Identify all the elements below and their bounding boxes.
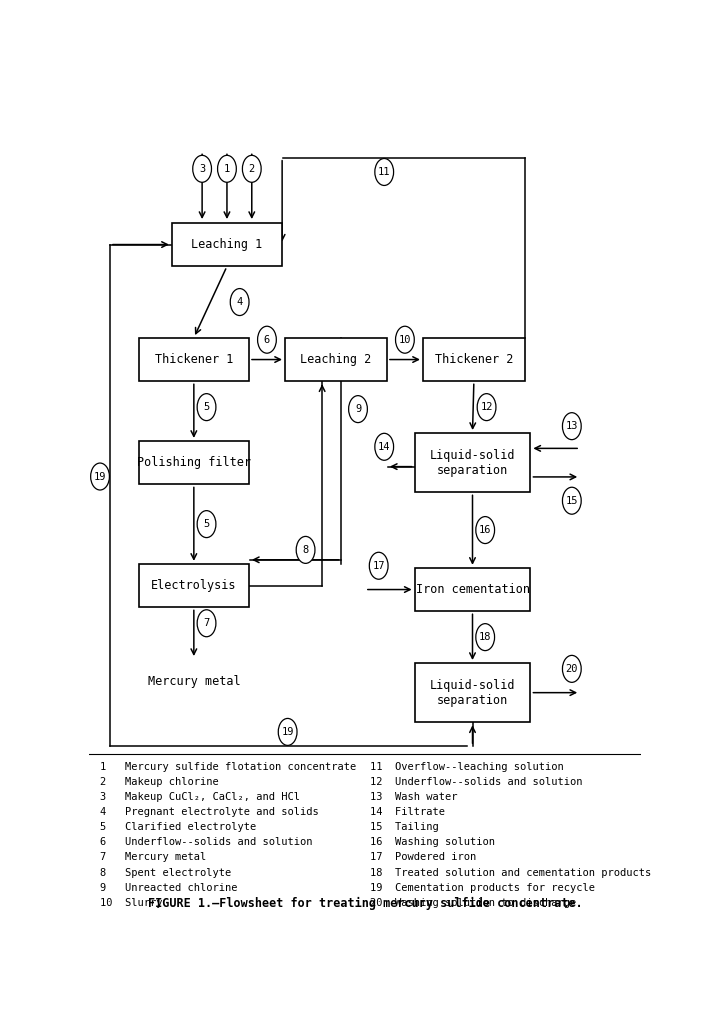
Text: 6: 6 xyxy=(264,335,270,345)
Text: 13: 13 xyxy=(565,421,578,432)
Text: Liquid-solid
separation: Liquid-solid separation xyxy=(430,679,515,707)
Text: 3: 3 xyxy=(199,164,205,174)
Text: 12: 12 xyxy=(481,402,493,412)
Circle shape xyxy=(562,655,581,682)
Text: Leaching 1: Leaching 1 xyxy=(192,238,263,251)
Text: 16: 16 xyxy=(479,525,491,535)
Text: 7: 7 xyxy=(204,618,209,628)
Circle shape xyxy=(230,288,249,315)
Circle shape xyxy=(218,156,236,182)
Circle shape xyxy=(375,159,394,185)
FancyBboxPatch shape xyxy=(414,433,530,492)
Text: 8   Spent electrolyte: 8 Spent electrolyte xyxy=(100,867,231,878)
FancyBboxPatch shape xyxy=(172,222,282,267)
Text: 5: 5 xyxy=(204,519,209,529)
Text: 2: 2 xyxy=(248,164,255,174)
Text: 20  Washing solution to discharge: 20 Washing solution to discharge xyxy=(370,898,577,907)
Circle shape xyxy=(375,434,394,460)
Text: 7   Mercury metal: 7 Mercury metal xyxy=(100,853,206,862)
FancyBboxPatch shape xyxy=(139,441,249,484)
Text: Liquid-solid
separation: Liquid-solid separation xyxy=(430,449,515,477)
Circle shape xyxy=(349,396,367,422)
Text: Thickener 2: Thickener 2 xyxy=(435,353,513,366)
Text: 15: 15 xyxy=(565,495,578,506)
Text: 6   Underflow--solids and solution: 6 Underflow--solids and solution xyxy=(100,837,313,848)
Text: 15  Tailing: 15 Tailing xyxy=(370,822,439,832)
Circle shape xyxy=(477,393,496,420)
Circle shape xyxy=(370,552,388,579)
Text: 19: 19 xyxy=(281,727,294,736)
Text: 9   Unreacted chlorine: 9 Unreacted chlorine xyxy=(100,883,238,893)
Text: 13  Wash water: 13 Wash water xyxy=(370,792,458,802)
Text: 14  Filtrate: 14 Filtrate xyxy=(370,808,446,817)
Circle shape xyxy=(197,511,216,538)
Text: 16  Washing solution: 16 Washing solution xyxy=(370,837,496,848)
Text: 1: 1 xyxy=(224,164,230,174)
Circle shape xyxy=(90,464,110,490)
Text: 10: 10 xyxy=(399,335,411,345)
Text: 19: 19 xyxy=(94,472,106,482)
Circle shape xyxy=(193,156,211,182)
FancyBboxPatch shape xyxy=(285,338,387,381)
Circle shape xyxy=(476,517,495,544)
Text: 2   Makeup chlorine: 2 Makeup chlorine xyxy=(100,777,219,787)
Circle shape xyxy=(258,327,276,353)
Text: Electrolysis: Electrolysis xyxy=(151,579,236,592)
Circle shape xyxy=(278,719,297,746)
FancyBboxPatch shape xyxy=(139,338,249,381)
Text: 10  Slurry: 10 Slurry xyxy=(100,898,162,907)
Text: 11: 11 xyxy=(378,167,390,177)
Circle shape xyxy=(296,537,315,563)
Text: Leaching 2: Leaching 2 xyxy=(300,353,372,366)
Text: 18: 18 xyxy=(479,632,491,642)
Circle shape xyxy=(562,413,581,440)
FancyBboxPatch shape xyxy=(423,338,525,381)
FancyBboxPatch shape xyxy=(139,563,249,608)
FancyBboxPatch shape xyxy=(414,568,530,612)
Circle shape xyxy=(242,156,261,182)
Text: Mercury metal: Mercury metal xyxy=(147,675,240,688)
Text: 20: 20 xyxy=(565,664,578,674)
Circle shape xyxy=(562,487,581,514)
Text: 9: 9 xyxy=(355,404,361,414)
Text: 18  Treated solution and cementation products: 18 Treated solution and cementation prod… xyxy=(370,867,651,878)
Text: Thickener 1: Thickener 1 xyxy=(155,353,233,366)
Text: 11  Overflow--leaching solution: 11 Overflow--leaching solution xyxy=(370,762,564,772)
Text: FIGURE 1.—Flowsheet for treating mercury sulfide concentrate.: FIGURE 1.—Flowsheet for treating mercury… xyxy=(147,897,582,911)
Text: 5   Clarified electrolyte: 5 Clarified electrolyte xyxy=(100,822,256,832)
Text: Polishing filter: Polishing filter xyxy=(137,456,251,469)
Text: 12  Underflow--solids and solution: 12 Underflow--solids and solution xyxy=(370,777,583,787)
Circle shape xyxy=(197,393,216,420)
Text: 8: 8 xyxy=(303,545,309,555)
Text: 5: 5 xyxy=(204,402,209,412)
Text: 1   Mercury sulfide flotation concentrate: 1 Mercury sulfide flotation concentrate xyxy=(100,762,356,772)
Text: 3   Makeup CuCl₂, CaCl₂, and HCl: 3 Makeup CuCl₂, CaCl₂, and HCl xyxy=(100,792,300,802)
Text: 19  Cementation products for recycle: 19 Cementation products for recycle xyxy=(370,883,595,893)
Text: 4: 4 xyxy=(236,297,243,307)
Text: 17: 17 xyxy=(372,560,385,571)
Circle shape xyxy=(476,623,495,651)
Text: 17  Powdered iron: 17 Powdered iron xyxy=(370,853,476,862)
FancyBboxPatch shape xyxy=(414,663,530,722)
Text: Iron cementation: Iron cementation xyxy=(416,583,530,596)
Text: 14: 14 xyxy=(378,442,390,452)
Circle shape xyxy=(396,327,414,353)
Text: 4   Pregnant electrolyte and solids: 4 Pregnant electrolyte and solids xyxy=(100,808,319,817)
Circle shape xyxy=(197,610,216,637)
